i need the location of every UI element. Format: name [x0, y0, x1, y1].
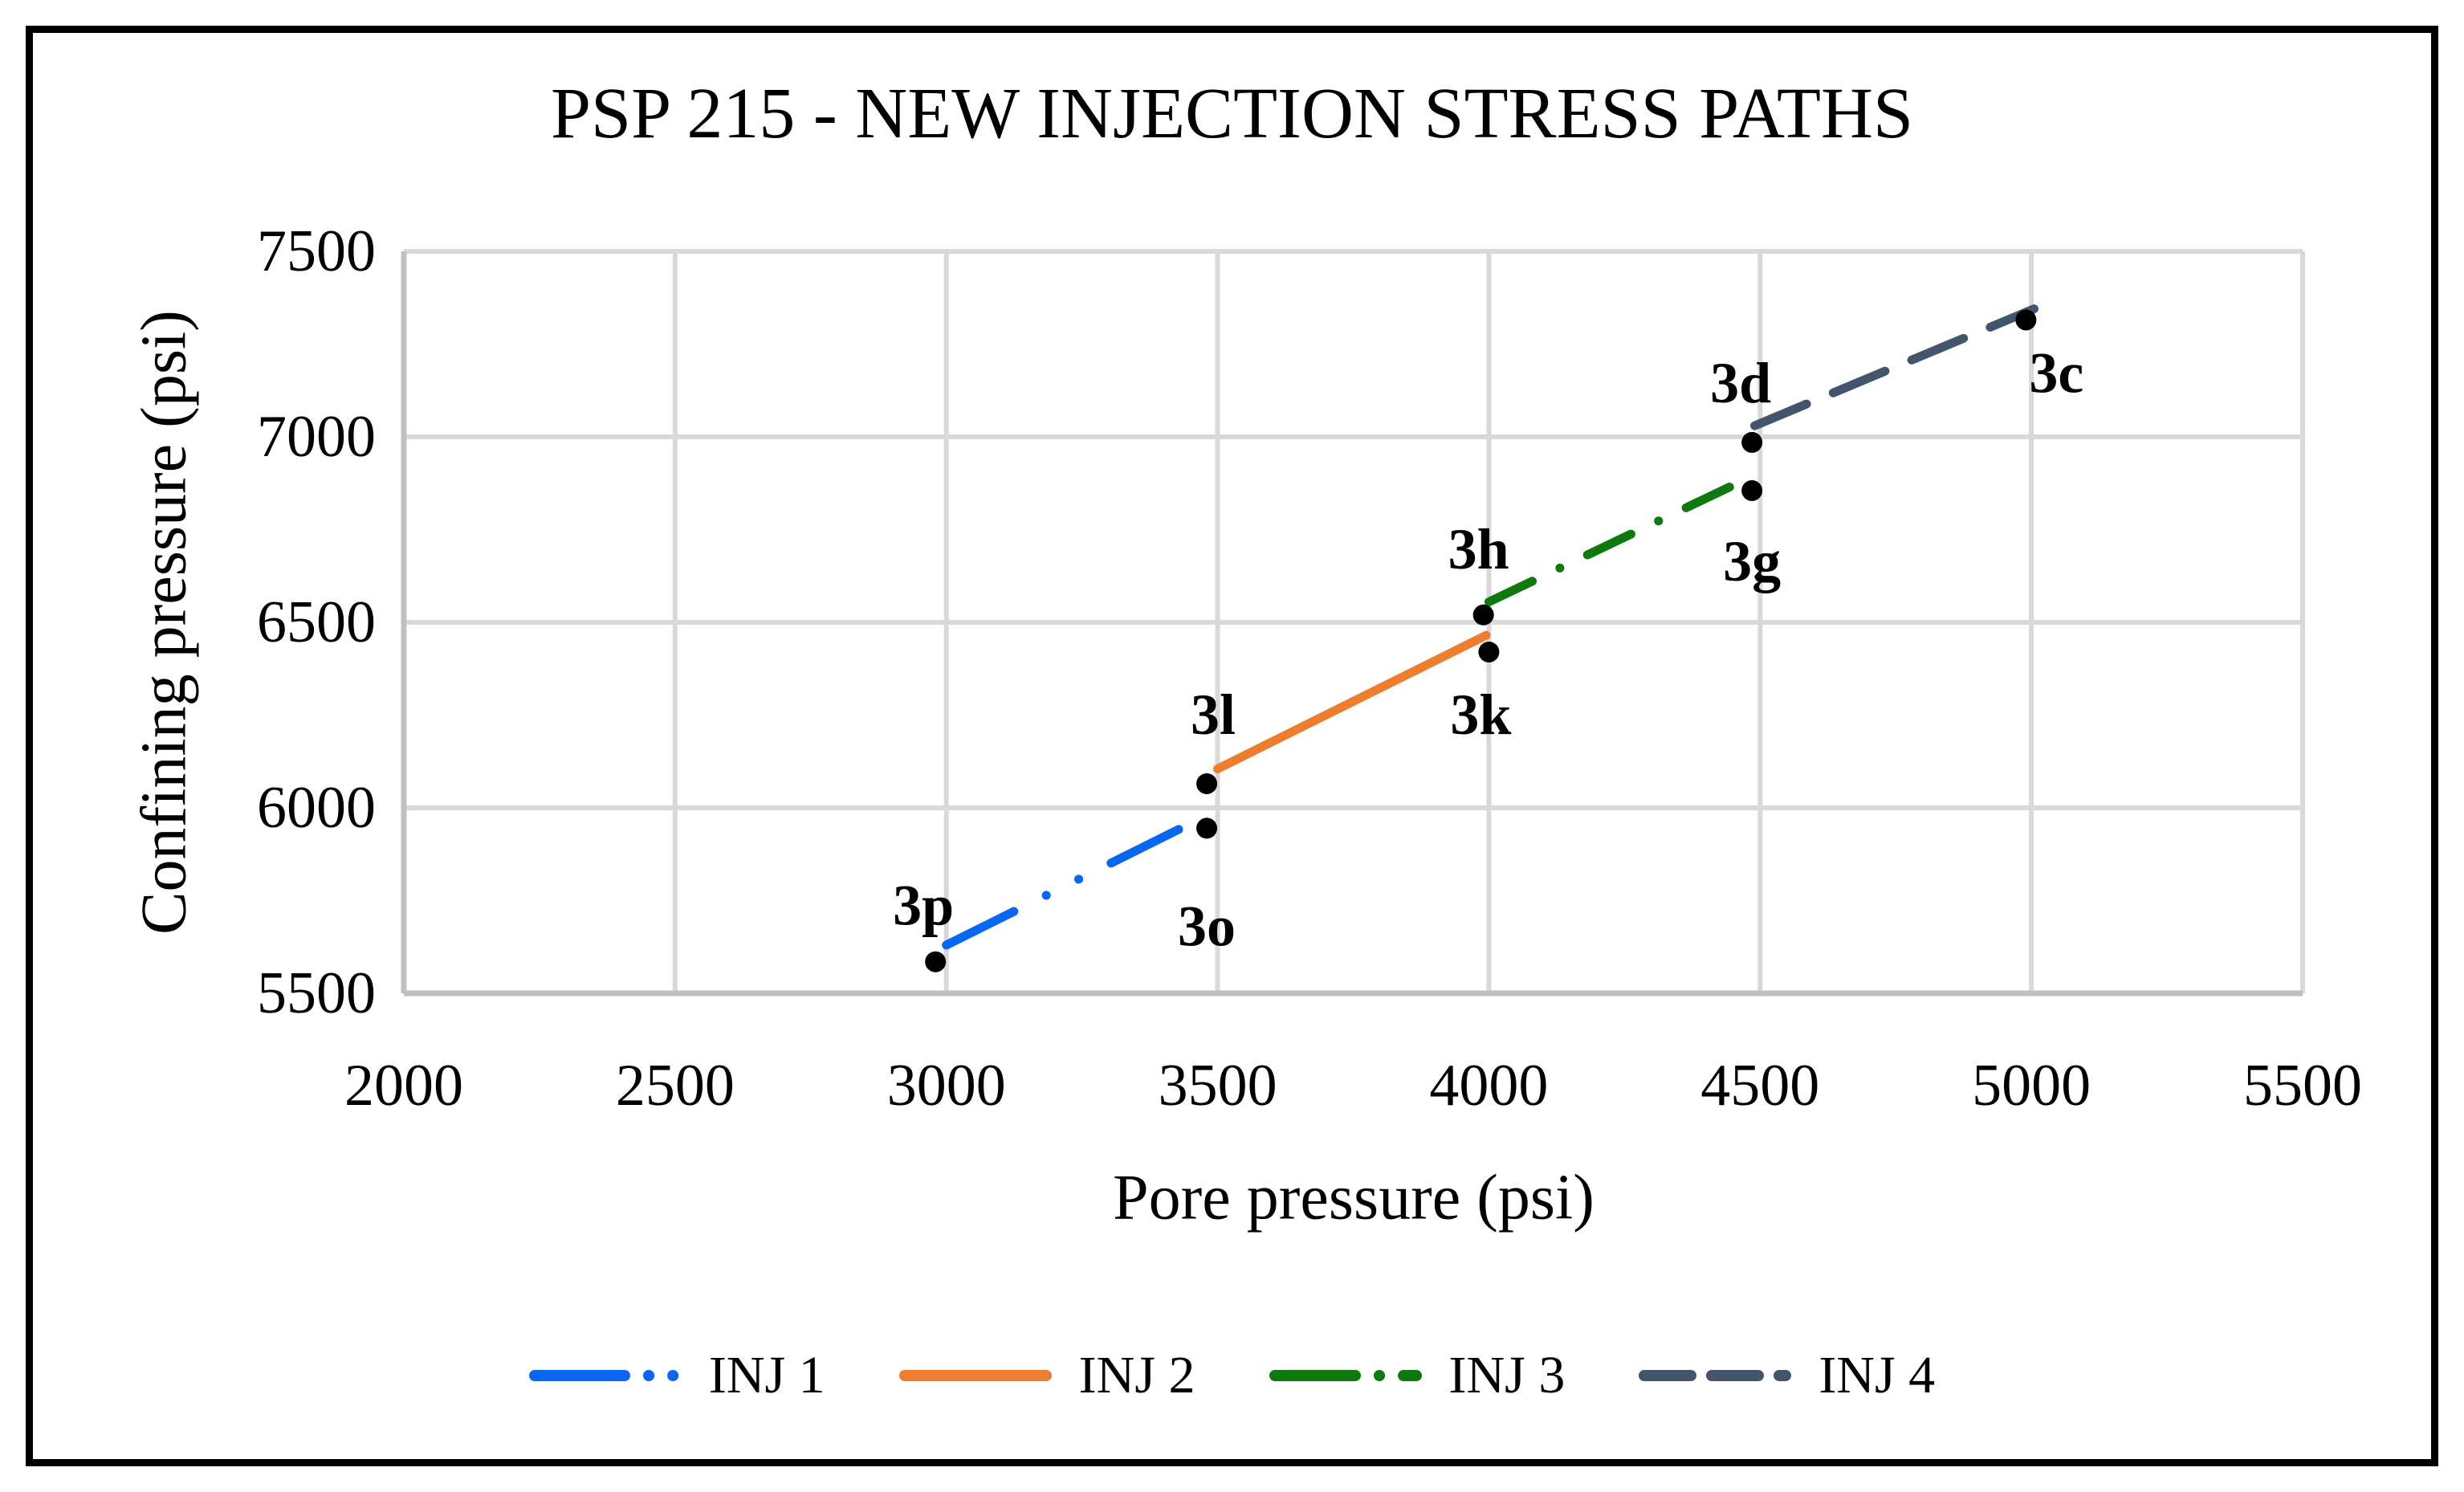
x-tick-label: 2500 [616, 1053, 735, 1119]
data-point-3h [1472, 604, 1494, 626]
legend-item-inj-2: INJ 2 [898, 1345, 1195, 1406]
data-point-label-3c: 3c [2029, 340, 2083, 405]
legend: INJ 1 INJ 2 INJ 3 INJ 4 [0, 1323, 2464, 1428]
x-tick-label: 5000 [1972, 1053, 2091, 1119]
y-tick-label: 6000 [257, 775, 376, 841]
y-axis-title: Confining pressure (psi) [128, 310, 200, 935]
series-line-inj-3 [1484, 473, 1754, 607]
x-axis-title: Pore pressure (psi) [1113, 1162, 1594, 1233]
y-tick-label: 5500 [257, 960, 376, 1026]
data-point-label-3d: 3d [1710, 351, 1771, 415]
legend-item-inj-4: INJ 4 [1639, 1345, 1935, 1406]
x-tick-label: 5500 [2243, 1053, 2362, 1119]
data-point-label-3o: 3o [1178, 894, 1236, 958]
series-line-inj-4 [1750, 304, 2039, 430]
chart-title: PSP 215 - NEW INJECTION STRESS PATHS [551, 74, 1913, 153]
legend-swatch-line [528, 1370, 682, 1381]
y-tick-label: 7500 [257, 218, 376, 284]
data-point-label-3h: 3h [1448, 517, 1509, 581]
legend-swatch-line [1639, 1370, 1792, 1381]
x-tick-label: 4500 [1700, 1053, 1819, 1119]
series-line-inj-1 [942, 816, 1201, 950]
data-point-3g [1741, 479, 1763, 501]
legend-item-inj-1: INJ 1 [528, 1345, 825, 1406]
data-point-label-3p: 3p [893, 874, 954, 938]
legend-item-inj-3: INJ 3 [1269, 1345, 1566, 1406]
data-point-label-3g: 3g [1723, 529, 1781, 593]
x-tick-label: 2000 [344, 1053, 463, 1119]
x-tick-label: 4000 [1429, 1053, 1548, 1119]
x-tick-label: 3000 [887, 1053, 1006, 1119]
y-tick-label: 7000 [257, 404, 376, 470]
legend-label: INJ 3 [1448, 1346, 1566, 1404]
legend-label: INJ 4 [1818, 1346, 1936, 1404]
data-point-3p [925, 951, 947, 972]
x-tick-label: 3500 [1159, 1053, 1277, 1119]
data-point-label-3k: 3k [1450, 683, 1511, 747]
data-point-3k [1478, 641, 1500, 662]
data-point-3c [2015, 309, 2037, 331]
y-tick-label: 6500 [257, 589, 376, 655]
series-line-inj-2 [1213, 630, 1491, 773]
data-point-3o [1196, 817, 1218, 839]
data-point-3l [1196, 772, 1218, 794]
legend-label: INJ 2 [1078, 1346, 1195, 1404]
data-point-label-3l: 3l [1191, 683, 1236, 747]
legend-label: INJ 1 [708, 1346, 825, 1404]
legend-swatch-line [1269, 1370, 1422, 1381]
legend-swatch-line [898, 1370, 1052, 1381]
data-point-3d [1741, 431, 1763, 453]
